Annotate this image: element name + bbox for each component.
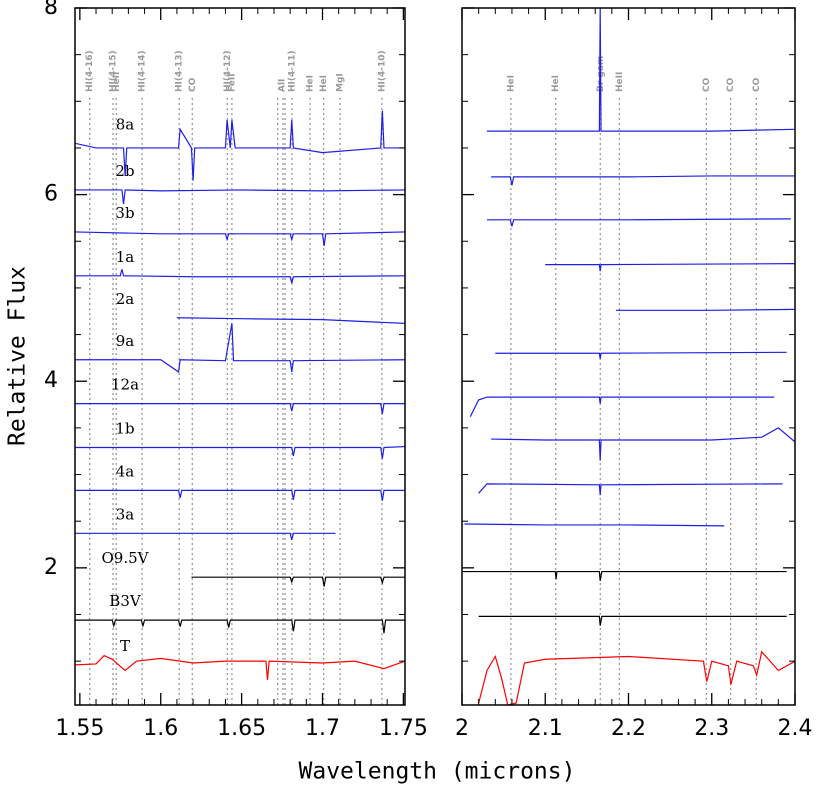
spectrum [75, 403, 405, 414]
x-axis-title: Wavelength (microns) [299, 759, 576, 785]
spectrum [491, 175, 795, 186]
line-label: HeI [506, 75, 516, 92]
line-label: HI(4-14) [138, 50, 148, 92]
spectrum-label: 3b [115, 204, 134, 222]
spectrum-label: O9.5V [102, 549, 150, 567]
line-label: HeII [112, 72, 122, 92]
spectrum-label: 2a [116, 290, 135, 308]
x-tick-label: 2.2 [611, 716, 646, 741]
line-label: CO [726, 77, 736, 92]
spectrum [486, 218, 791, 227]
spectrum-label: 1b [115, 419, 134, 437]
line-label: HeI [306, 75, 316, 92]
spectrum [75, 323, 405, 373]
line-label: CO [188, 77, 198, 92]
x-tick-label: 2.1 [528, 716, 563, 741]
spectra [75, 110, 405, 680]
spectrum [486, 8, 795, 132]
line-label: CO [752, 77, 762, 92]
spectrum [478, 615, 787, 626]
spectrum [491, 427, 795, 461]
spectrum-label: B3V [109, 592, 142, 610]
spectrum [75, 269, 405, 284]
line-label: HI(4-11) [287, 50, 297, 92]
line-label: HI(4-16) [85, 50, 95, 92]
spectrum [75, 489, 405, 501]
line-label: MgI [336, 73, 346, 92]
spectrum-label: 12a [111, 376, 139, 394]
line-label: HI(4-10) [377, 50, 387, 92]
spectrum [75, 619, 405, 634]
y-tick-label: 2 [44, 555, 58, 580]
spectrum [191, 576, 405, 587]
line-label: HI(4-12) [223, 50, 233, 92]
spectrum [75, 189, 405, 205]
x-tick-label: 1.75 [379, 716, 428, 741]
spectrum-label: 8a [116, 115, 135, 133]
spectrum [495, 351, 787, 359]
spectrum [464, 523, 725, 527]
spectrum-label: 4a [116, 462, 135, 480]
y-tick-label: 6 [44, 182, 58, 207]
spectrum-label: T [120, 637, 130, 655]
line-label: HeI [319, 75, 329, 92]
spectrum [469, 396, 775, 417]
spectrum [462, 570, 787, 582]
x-tick-label: 2.4 [778, 716, 813, 741]
line-label: CO [702, 77, 712, 92]
line-label: FeII [227, 73, 237, 92]
spectrum [478, 483, 783, 496]
panel-frame [461, 7, 796, 706]
x-tick-label: 1.55 [55, 716, 104, 741]
line-label: HeI [551, 75, 561, 92]
spectrum [176, 317, 405, 324]
spectrum [75, 532, 336, 540]
line-label: AlI [277, 79, 287, 92]
line-label: HI(4-13) [175, 50, 185, 92]
spectra [462, 8, 795, 705]
panel-frame [74, 7, 406, 706]
spectrum [75, 110, 405, 181]
spectrum [616, 308, 795, 311]
spectrum-label: 2b [115, 162, 134, 180]
spectrum-label: 9a [116, 332, 135, 350]
x-tick-label: 1.65 [217, 716, 266, 741]
x-tick-label: 2 [455, 716, 469, 741]
y-tick-label: 8 [44, 0, 58, 20]
spectrum-label: 3a [116, 505, 135, 523]
x-tick-label: 1.6 [143, 716, 178, 741]
line-label: HeII [615, 72, 625, 92]
x-tick-label: 1.7 [305, 716, 340, 741]
spectrum [478, 650, 795, 705]
x-tick-label: 2.3 [694, 716, 729, 741]
spectrum-label: 1a [116, 248, 135, 266]
y-tick-label: 4 [44, 368, 58, 393]
spectrum [75, 654, 405, 680]
line-label: HI(4-15) [109, 50, 119, 92]
y-axis-title: Relative Flux [5, 266, 31, 446]
spectrum [75, 445, 405, 459]
spectrum [75, 231, 405, 247]
spectrum [545, 263, 795, 272]
